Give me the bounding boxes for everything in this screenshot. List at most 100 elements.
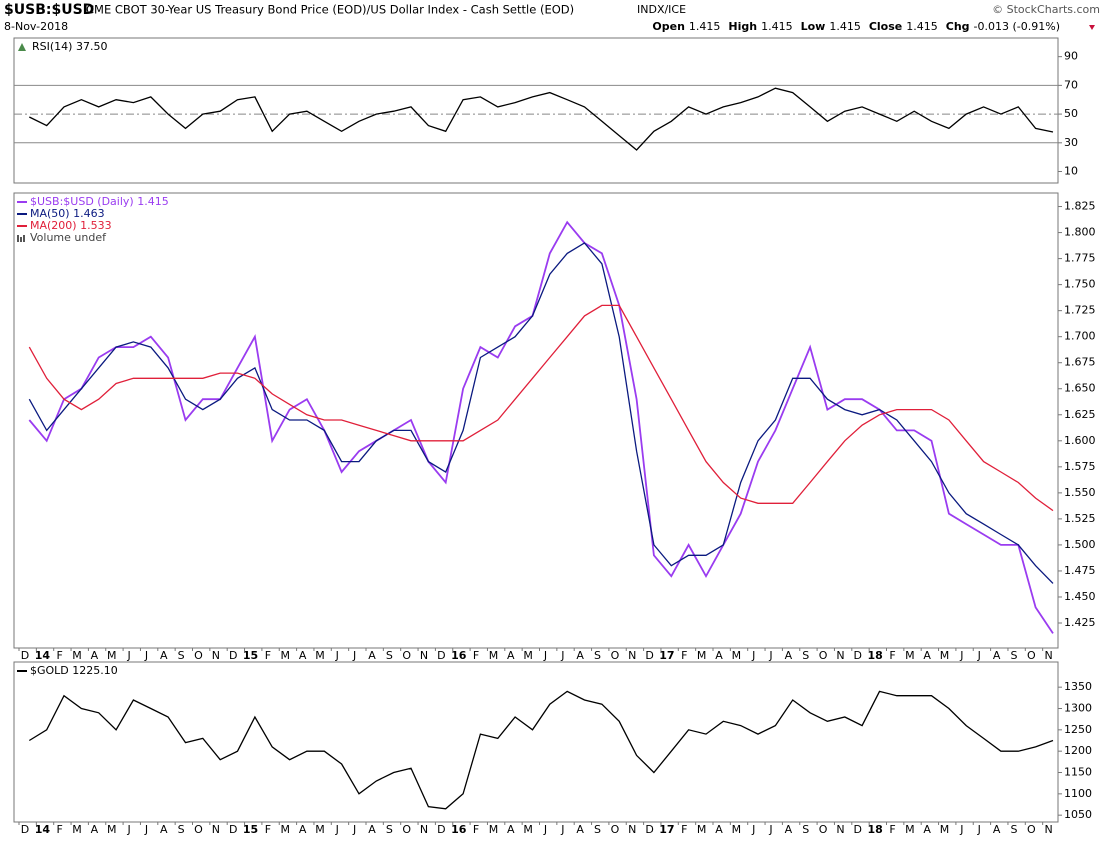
x-tick-label: J [352, 649, 356, 662]
x-tick-label: F [57, 823, 63, 836]
x-tick-label: 15 [243, 649, 258, 662]
x-tick-label: J [335, 823, 339, 836]
panel-frame [13, 37, 1059, 184]
x-tick-label: N [836, 649, 844, 662]
x-tick-label: O [611, 649, 620, 662]
x-tick-label: S [178, 649, 185, 662]
rsi-icon [18, 43, 26, 51]
x-tick-label: J [560, 649, 564, 662]
y-tick-label: 1.725 [1064, 304, 1096, 317]
x-tick-label: 16 [451, 823, 467, 836]
y-tick-label: 1.675 [1064, 356, 1096, 369]
quote-value: 1.415 [761, 20, 793, 33]
x-tick-label: O [819, 823, 828, 836]
volume-icon [17, 235, 19, 242]
x-tick-label: M [72, 649, 82, 662]
y-tick-label: 1.750 [1064, 278, 1096, 291]
y-tick-label: 1.500 [1064, 538, 1096, 551]
x-tick-label: J [977, 823, 981, 836]
down-arrow [1089, 25, 1095, 30]
x-tick-label: S [594, 649, 601, 662]
volume-icon [20, 237, 22, 242]
x-tick-label: M [940, 823, 950, 836]
quote-value: 1.415 [689, 20, 721, 33]
series-line [28, 220, 1054, 634]
x-tick-label: F [681, 823, 687, 836]
legend-label: MA(50) 1.463 [30, 207, 105, 220]
x-tick-label: F [681, 649, 687, 662]
x-tick-label: A [576, 823, 584, 836]
x-tick-label: D [437, 649, 445, 662]
x-tick-label: 18 [867, 649, 882, 662]
quote-label: High [728, 20, 757, 33]
x-tick-label: M [315, 823, 325, 836]
symbol: $USB:$USD [4, 2, 94, 18]
x-tick-label: J [751, 823, 755, 836]
y-tick-label: 1250 [1064, 723, 1092, 736]
x-tick-label: J [335, 649, 339, 662]
legend-label: Volume undef [30, 231, 107, 244]
x-tick-label: 15 [243, 823, 258, 836]
x-tick-label: A [299, 823, 307, 836]
x-tick-label: M [732, 649, 742, 662]
x-tick-label: A [368, 823, 376, 836]
x-tick-label: F [889, 649, 895, 662]
x-tick-label: A [715, 823, 723, 836]
x-tick-label: D [229, 649, 237, 662]
x-tick-label: J [126, 649, 130, 662]
panel-frame [13, 192, 1059, 649]
x-tick-label: D [854, 649, 862, 662]
x-tick-label: J [751, 649, 755, 662]
x-tick-label: J [543, 823, 547, 836]
x-tick-label: N [420, 649, 428, 662]
y-tick-label: 90 [1064, 50, 1078, 63]
y-tick-label: 1.625 [1064, 408, 1096, 421]
x-tick-label: M [697, 649, 707, 662]
x-tick-label: A [993, 649, 1001, 662]
legend-label: $GOLD 1225.10 [30, 664, 118, 677]
x-tick-label: F [473, 649, 479, 662]
x-tick-label: O [611, 823, 620, 836]
y-tick-label: 70 [1064, 78, 1078, 91]
x-tick-label: D [645, 649, 653, 662]
x-tick-label: A [785, 649, 793, 662]
x-tick-label: O [1027, 649, 1036, 662]
source: © StockCharts.com [992, 3, 1100, 16]
x-tick-label: A [785, 823, 793, 836]
x-tick-label: A [91, 823, 99, 836]
x-tick-label: F [473, 823, 479, 836]
x-tick-label: N [1045, 649, 1053, 662]
series-line [28, 690, 1054, 810]
x-tick-label: M [523, 823, 533, 836]
y-tick-label: 1.550 [1064, 486, 1096, 499]
x-tick-label: F [265, 823, 271, 836]
x-tick-label: J [126, 823, 130, 836]
x-tick-label: S [594, 823, 601, 836]
x-tick-label: A [923, 823, 931, 836]
x-tick-label: M [72, 823, 82, 836]
x-tick-label: M [732, 823, 742, 836]
x-tick-label: N [212, 823, 220, 836]
x-tick-label: M [905, 823, 915, 836]
x-tick-label: J [977, 649, 981, 662]
y-tick-label: 1.475 [1064, 564, 1096, 577]
x-tick-label: F [265, 649, 271, 662]
x-tick-label: M [905, 649, 915, 662]
legend-label: $USB:$USD (Daily) 1.415 [30, 195, 169, 208]
series-line [28, 242, 1054, 584]
x-tick-label: J [959, 823, 963, 836]
x-tick-label: D [854, 823, 862, 836]
x-tick-label: D [229, 823, 237, 836]
x-tick-label: M [107, 649, 117, 662]
y-tick-label: 1.800 [1064, 226, 1096, 239]
y-tick-label: 1.525 [1064, 512, 1096, 525]
x-tick-label: N [1045, 823, 1053, 836]
series-line [29, 87, 1054, 151]
x-tick-label: N [628, 823, 636, 836]
x-tick-label: A [507, 649, 515, 662]
x-tick-label: O [402, 823, 411, 836]
panel-frame [13, 661, 1059, 823]
x-tick-label: A [923, 649, 931, 662]
legend-label: RSI(14) 37.50 [32, 40, 107, 53]
